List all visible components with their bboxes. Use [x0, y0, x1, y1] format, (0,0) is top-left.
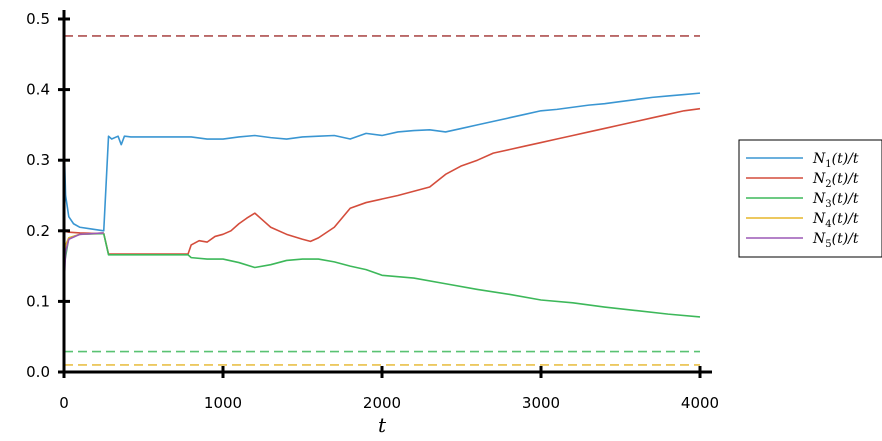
y-tick-label: 0.5 [26, 10, 50, 28]
series-line-3 [63, 232, 701, 318]
y-tick-label: 0.4 [26, 81, 50, 99]
legend: N1(t)/tN2(t)/tN3(t)/tN4(t)/tN5(t)/t [738, 139, 882, 258]
y-tick-label: 0.3 [26, 151, 50, 169]
series-line-2 [63, 107, 701, 255]
x-ticks: 0 1000 2000 3000 4000 [59, 366, 719, 412]
x-tick-label: 2000 [363, 394, 401, 412]
y-ticks: 0.0 0.1 0.2 0.3 0.4 0.5 [26, 10, 70, 381]
x-tick-label: 1000 [204, 394, 242, 412]
series-lines [63, 92, 701, 318]
axes [62, 10, 712, 376]
x-tick-label: 0 [59, 394, 69, 412]
reference-lines [64, 35, 700, 366]
legend-label-3: N3(t)/t [812, 191, 859, 210]
y-tick-label: 0.0 [26, 363, 50, 381]
x-axis-title: t [378, 413, 387, 437]
legend-label-4: N4(t)/t [812, 211, 859, 230]
series-line-1 [63, 92, 701, 232]
y-tick-label: 0.1 [26, 292, 50, 310]
x-tick-label: 4000 [681, 394, 719, 412]
legend-label-2: N2(t)/t [812, 171, 859, 190]
series-line-5 [63, 232, 104, 288]
y-tick-label: 0.2 [26, 222, 50, 240]
legend-label-5: N5(t)/t [812, 231, 859, 250]
x-tick-label: 3000 [522, 394, 560, 412]
legend-label-1: N1(t)/t [812, 151, 859, 170]
